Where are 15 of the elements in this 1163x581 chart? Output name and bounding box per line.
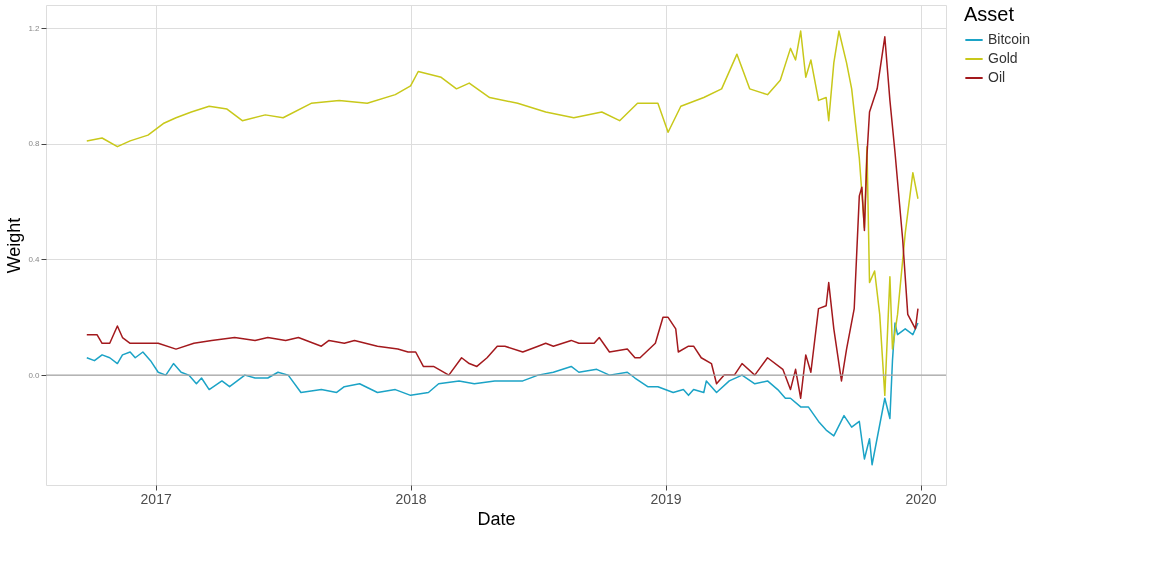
line-series [86,322,919,466]
legend-label: Oil [988,69,1006,85]
x-tick-label: 2018 [395,490,427,507]
legend-title: Asset [964,3,1015,25]
x-tick-label: 2019 [650,490,682,507]
x-tick-label: 2020 [905,490,937,507]
y-tick-label: 0.8 [28,139,41,149]
y-tick-label: 0.0 [28,370,41,380]
y-tick-label: 1.2 [28,23,41,33]
legend-label: Gold [988,50,1018,66]
legend-label: Bitcoin [988,31,1031,47]
x-axis-title: Date [477,508,516,529]
x-tick-label: 2017 [140,490,172,507]
y-axis-title: Weight [4,217,25,274]
y-tick-label: 0.4 [28,254,41,264]
